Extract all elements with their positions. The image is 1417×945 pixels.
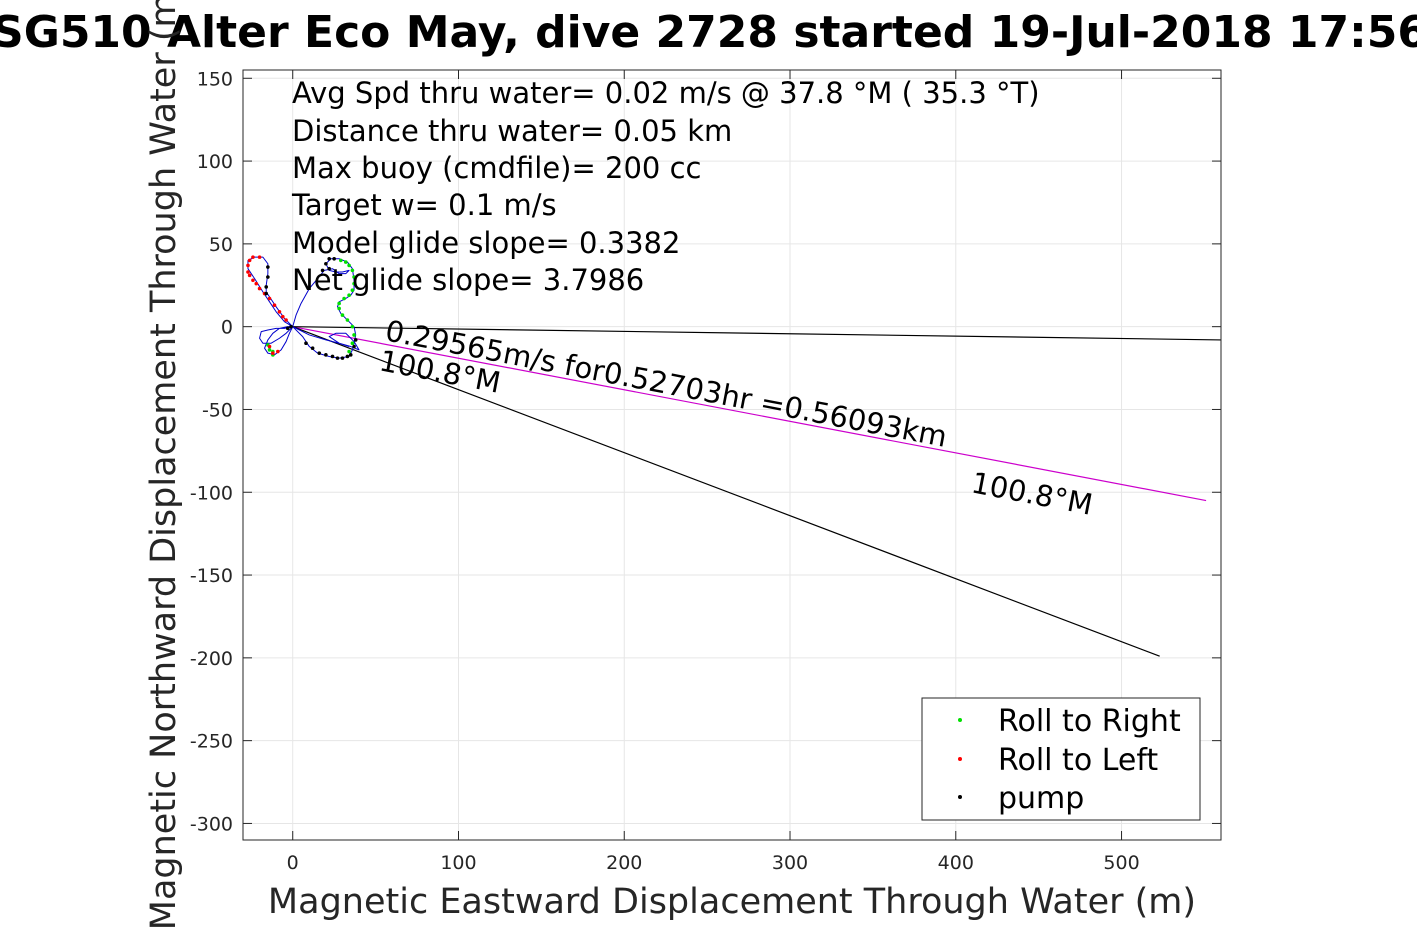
roll-left-point [247,273,252,278]
pump-point [264,291,269,296]
stats-annotations: Avg Spd thru water= 0.02 m/s @ 37.8 °M (… [291,76,1040,297]
roll-right-point [342,296,346,301]
line-wedge-lower [292,326,1160,657]
stats-line-distance: Distance thru water= 0.05 km [292,114,732,148]
legend-box [921,697,1201,821]
roll-right-point [352,275,356,279]
pump-point [324,261,328,266]
x-tick-label: 0 [287,852,299,874]
pump-point [304,341,308,346]
roll-right-point [345,318,350,322]
stats-line-max-buoy: Max buoy (cmdfile)= 200 cc [292,151,701,185]
pump-point [330,354,335,359]
roll-left-point [246,263,250,268]
roll-right-point [352,333,356,337]
y-tick-label: 50 [209,234,233,256]
roll-left-point [277,309,282,314]
roll-right-point [337,306,341,311]
roll-left-point [271,351,275,355]
y-tick-label: -100 [190,482,233,504]
roll-left-point [267,344,272,349]
pump-point [264,285,269,289]
pump-point [324,353,328,357]
axis-ticks: 0 100 200 300 400 500150100500-50-100-150-200… [190,68,1221,874]
pump-point [266,265,270,269]
x-tick-label: 200 [606,852,642,874]
roll-right-point [347,349,351,354]
y-tick-label: -300 [190,813,233,835]
stats-line-avg-speed: Avg Spd thru water= 0.02 m/s @ 37.8 °M (… [292,76,1040,110]
pump-point [289,324,293,329]
x-tick-label: 300 [772,852,808,874]
y-axis-label: Magnetic Northward Displacement Through … [144,0,184,930]
pump-point [332,256,336,261]
roll-right-point [350,341,355,346]
y-tick-label: 100 [197,151,233,173]
roll-left-point [251,255,255,259]
roll-left-point [257,286,262,291]
plot-frame [242,69,1222,841]
x-tick-label: 400 [938,852,974,874]
legend-marker-pump [958,795,962,799]
pump-point [352,344,356,349]
roll-right-point [339,258,343,263]
y-tick-label: -50 [202,399,233,421]
x-axis-label: Magnetic Eastward Displacement Through W… [268,882,1196,922]
roll-left-point [276,349,280,354]
roll-left-point [247,258,252,263]
roll-left-point [254,281,259,286]
pump-point [320,268,325,273]
pump-point [335,356,340,360]
pump-point [285,326,290,331]
x-tick-label: 100 [440,852,476,874]
pump-point [327,256,331,261]
pump-point [345,354,350,359]
stats-line-net-glide: Net glide slope= 3.7986 [292,263,644,297]
roll-left-point [267,296,272,301]
pump-point [327,266,331,271]
roll-right-point [350,268,355,273]
roll-left-point [284,318,288,322]
legend-marker-roll-left [958,757,962,761]
roll-right-point [350,288,355,293]
roll-left-point [246,270,250,274]
line-course [292,326,1207,502]
legend: Roll to Right Roll to Left pump [921,697,1201,821]
roll-right-point [350,324,355,329]
line-wedge-upper [292,326,1222,341]
roll-right-point [347,263,351,268]
roll-right-point [343,260,348,264]
plot-content [246,255,1222,657]
y-tick-label: -200 [190,648,233,670]
roll-left-point [257,255,262,259]
legend-marker-roll-right [958,718,962,722]
roll-right-point [347,293,351,298]
roll-right-point [267,348,272,352]
y-tick-label: 150 [197,68,233,90]
legend-label-roll-right: Roll to Right [998,704,1181,739]
legend-label-pump: pump [998,781,1084,816]
stats-line-model-glide: Model glide slope= 0.3382 [292,226,680,260]
pump-point [340,356,345,360]
stats-line-target-w: Target w= 0.1 m/s [291,188,557,222]
grid [243,70,1221,840]
pump-point [266,275,270,279]
pump-point [348,353,353,357]
pump-point [353,338,358,342]
roll-right-point [352,281,356,286]
pump-point [317,351,322,355]
roll-left-point [251,278,255,283]
y-tick-label: 0 [221,317,233,339]
y-tick-label: -250 [190,731,233,753]
y-tick-label: -150 [190,565,233,587]
roll-left-point [272,303,277,307]
legend-label-roll-left: Roll to Left [998,743,1158,778]
x-tick-label: 500 [1103,852,1139,874]
roll-left-point [280,314,285,319]
chart-title: SG510 Alter Eco May, dive 2728 started 1… [0,7,1417,58]
roll-right-point [337,301,341,306]
pump-point [310,346,315,350]
roll-right-point [340,313,345,317]
